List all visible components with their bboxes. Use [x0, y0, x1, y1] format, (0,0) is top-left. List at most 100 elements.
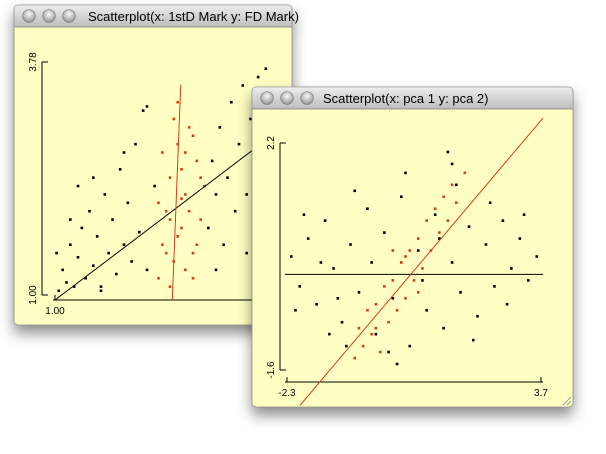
- point: [336, 297, 340, 300]
- close-button[interactable]: [22, 9, 36, 23]
- point: [115, 272, 118, 276]
- point: [184, 268, 187, 272]
- point: [471, 338, 475, 342]
- point: [164, 209, 168, 213]
- point: [433, 213, 437, 216]
- point: [306, 237, 310, 240]
- point: [438, 237, 441, 240]
- point: [467, 225, 471, 228]
- point: [176, 142, 179, 146]
- point: [245, 251, 248, 255]
- point: [199, 176, 202, 179]
- point: [298, 285, 301, 288]
- point: [256, 75, 260, 79]
- point: [245, 193, 248, 196]
- point: [442, 326, 445, 330]
- point: [180, 167, 183, 171]
- point: [374, 332, 378, 336]
- point: [80, 226, 84, 230]
- point: [145, 268, 149, 272]
- point: [210, 159, 214, 163]
- point: [180, 197, 183, 200]
- point: [126, 201, 130, 205]
- close-button[interactable]: [260, 91, 274, 105]
- point: [404, 255, 407, 258]
- point: [421, 279, 424, 282]
- point: [315, 302, 318, 306]
- point: [241, 84, 245, 87]
- zoom-button[interactable]: [300, 91, 314, 105]
- point: [361, 344, 365, 348]
- point: [455, 183, 458, 187]
- point: [195, 243, 199, 247]
- point: [493, 285, 496, 288]
- point: [387, 350, 390, 354]
- point: [138, 230, 141, 234]
- fit-line: [171, 84, 182, 301]
- zoom-button[interactable]: [62, 9, 76, 23]
- point: [191, 276, 195, 280]
- point: [103, 193, 107, 196]
- point: [72, 285, 76, 288]
- point: [425, 219, 428, 222]
- point: [323, 219, 327, 222]
- plot: -1.6 2.2 -2.3 3.7: [266, 117, 548, 406]
- window-title: Scatterplot(x: 1stD Mark y: FD Mark): [88, 9, 299, 24]
- resize-grip[interactable]: [562, 396, 572, 406]
- point: [455, 201, 458, 205]
- fit-line: [54, 149, 254, 301]
- point: [383, 285, 386, 288]
- window-frame: [251, 86, 574, 408]
- point: [395, 308, 399, 312]
- x-tick-label: 3.7: [534, 388, 548, 399]
- point: [353, 189, 357, 193]
- point: [99, 285, 103, 288]
- point: [237, 142, 241, 146]
- point: [187, 209, 191, 213]
- point: [366, 207, 369, 211]
- point: [264, 67, 268, 71]
- point: [416, 249, 420, 252]
- window: Scatterplot(x: 1stD Mark y: FD Mark) 1.00…: [13, 4, 299, 326]
- point: [157, 276, 160, 280]
- point: [408, 249, 412, 252]
- point: [111, 218, 114, 221]
- point: [416, 291, 420, 294]
- point: [99, 289, 103, 293]
- point: [168, 218, 172, 221]
- point: [446, 150, 450, 154]
- point: [488, 201, 492, 205]
- point: [214, 268, 218, 272]
- point: [195, 159, 199, 163]
- minimize-button[interactable]: [42, 9, 56, 23]
- y-tick-label: 3.78: [28, 52, 39, 72]
- point: [400, 261, 403, 264]
- point: [218, 126, 222, 129]
- point: [438, 231, 441, 234]
- point: [366, 308, 369, 312]
- point: [84, 276, 87, 280]
- point: [180, 226, 183, 230]
- point: [378, 350, 382, 354]
- resize-grip[interactable]: [566, 400, 572, 406]
- point: [527, 279, 530, 282]
- point: [226, 176, 229, 179]
- point: [230, 100, 233, 104]
- point: [408, 344, 412, 348]
- point: [518, 237, 522, 240]
- point: [446, 219, 450, 222]
- point: [134, 142, 137, 146]
- point: [207, 226, 210, 230]
- point: [164, 251, 168, 255]
- point: [340, 320, 344, 324]
- point: [61, 268, 64, 272]
- point: [391, 297, 395, 300]
- x-tick-label: 1.00: [45, 306, 65, 317]
- point: [344, 344, 348, 348]
- fit-line: [299, 117, 544, 406]
- title-bar: [252, 87, 573, 109]
- point: [233, 209, 237, 213]
- minimize-button[interactable]: [280, 91, 294, 105]
- point: [118, 167, 122, 171]
